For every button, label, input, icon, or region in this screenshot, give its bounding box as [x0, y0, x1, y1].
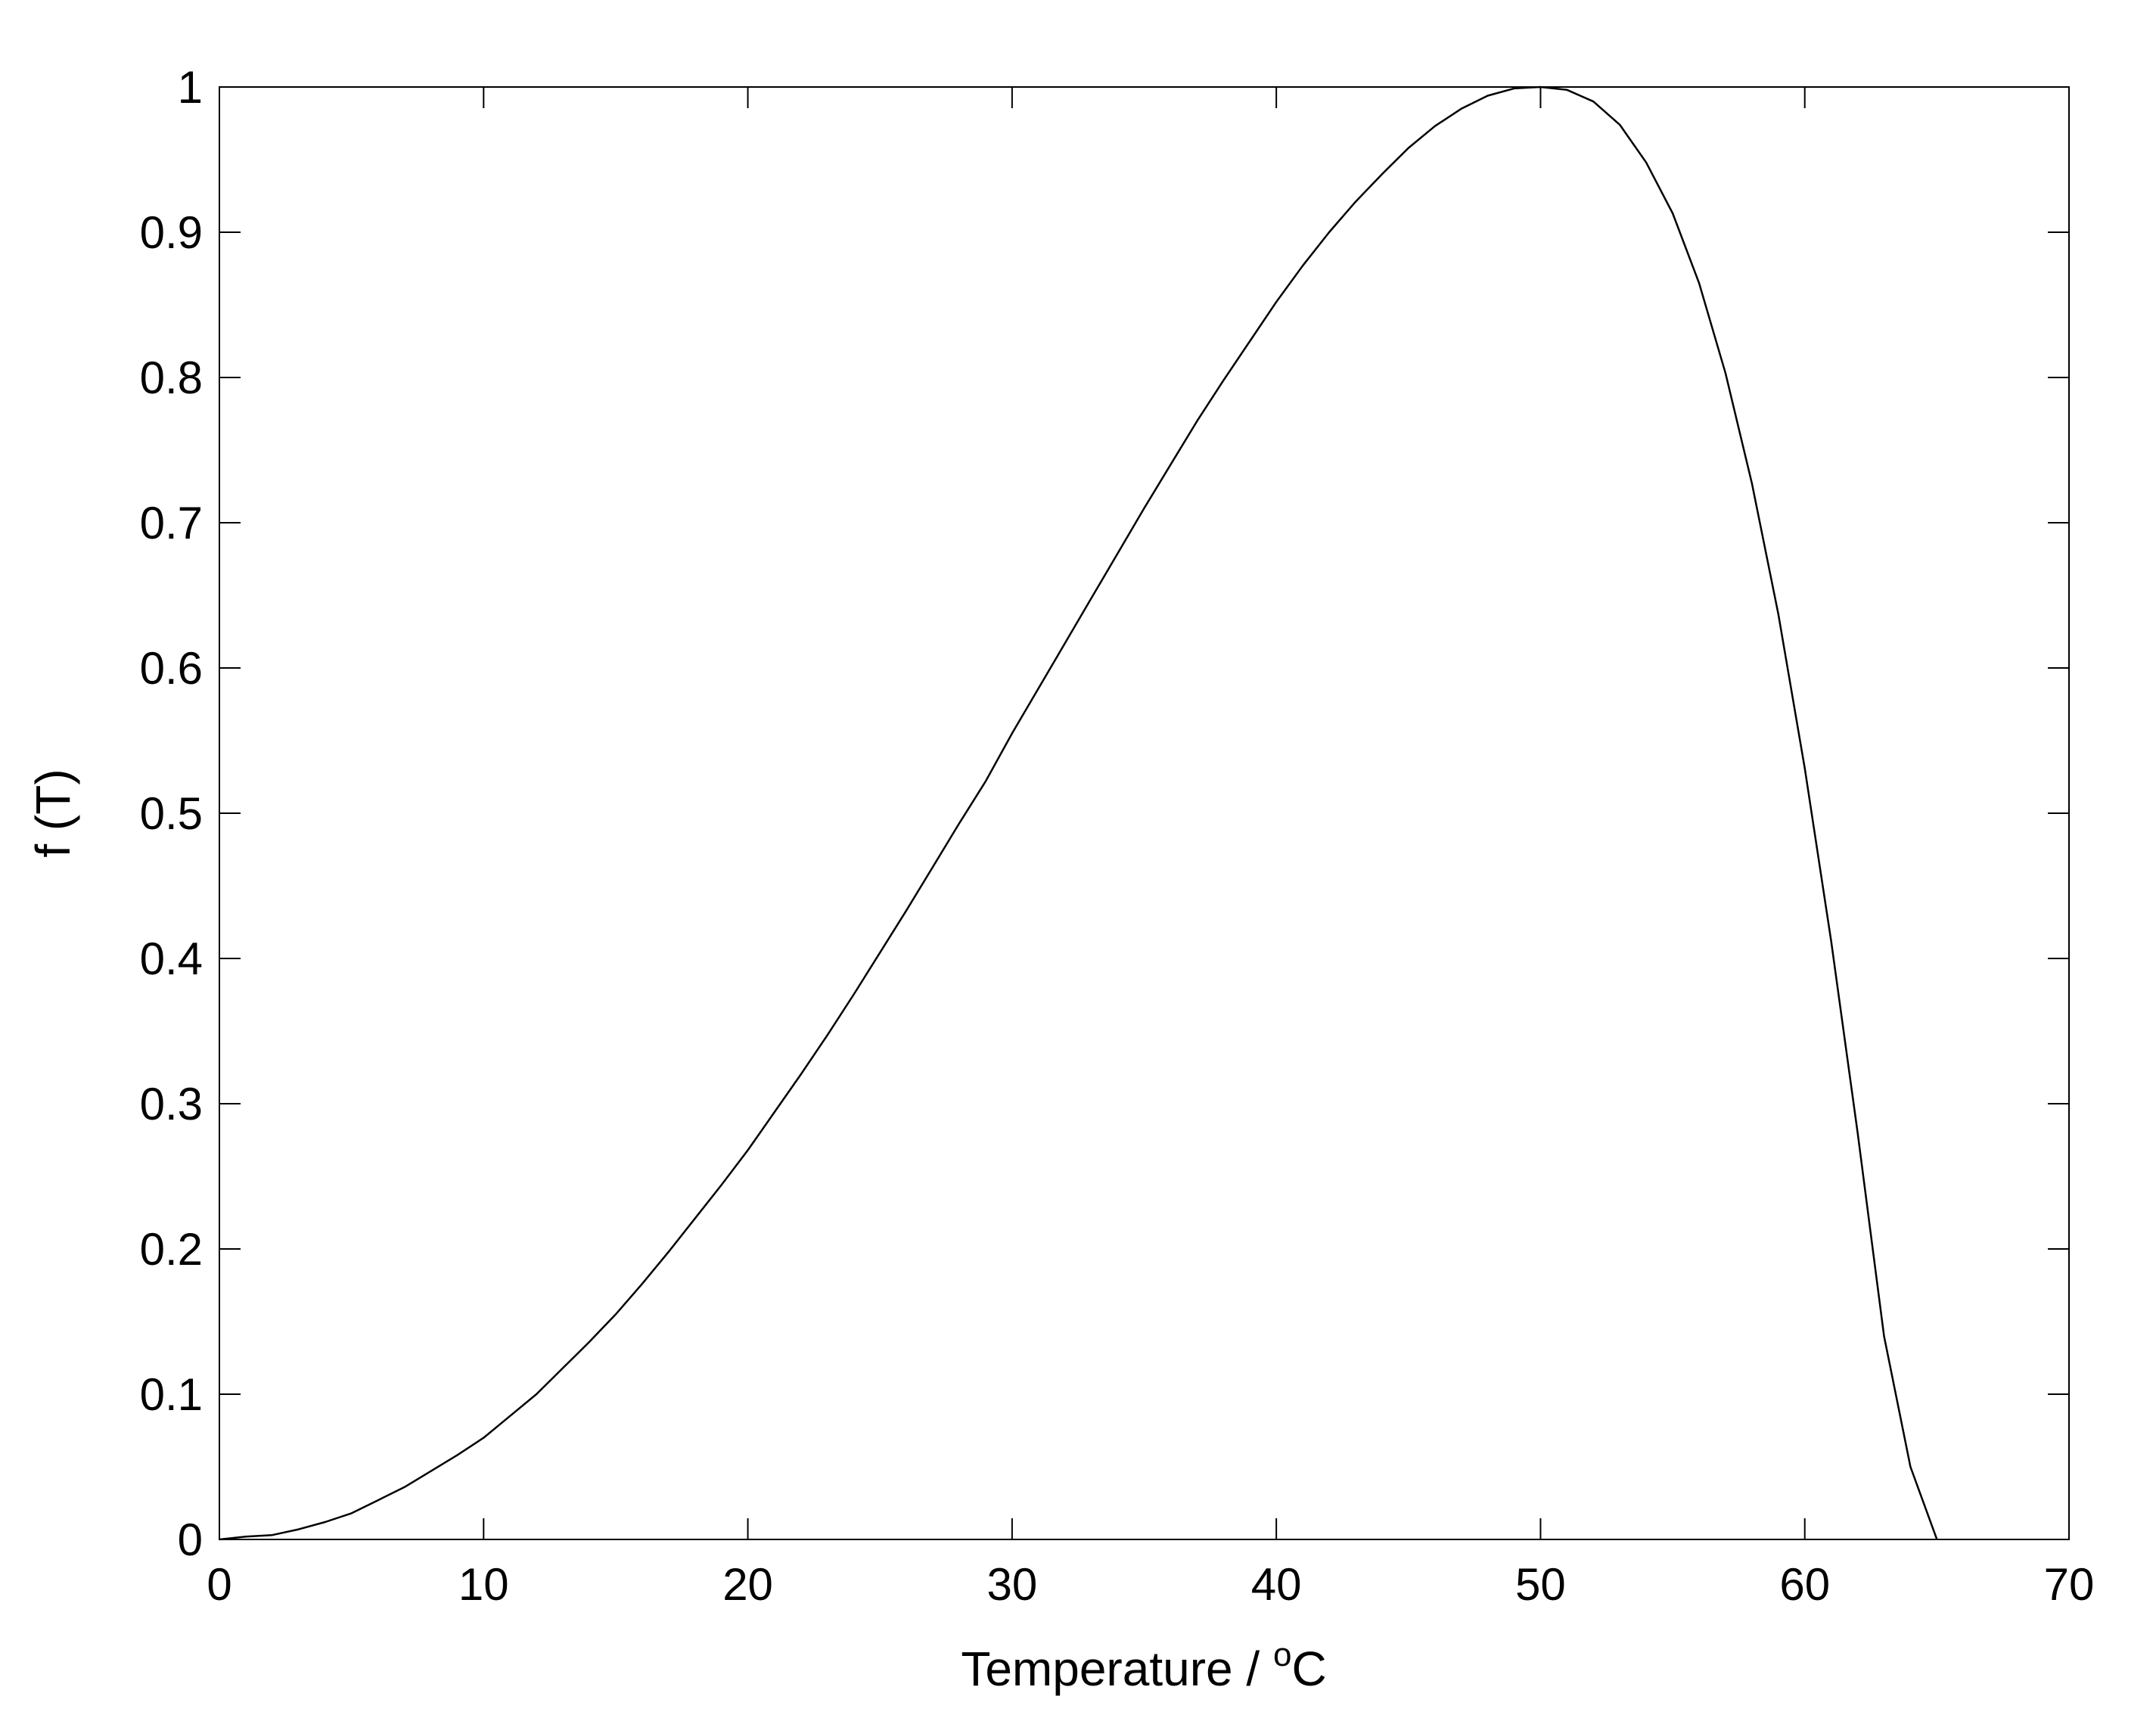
x-tick-label: 40	[1251, 1559, 1302, 1610]
y-axis-title: f (T)	[26, 769, 80, 857]
x-tick-label: 20	[722, 1559, 773, 1610]
y-tick-label: 0.2	[140, 1224, 203, 1275]
y-tick-label: 0.5	[140, 788, 203, 839]
x-tick-label: 30	[986, 1559, 1037, 1610]
y-tick-label: 0.8	[140, 353, 203, 403]
y-tick-label: 0.9	[140, 207, 203, 258]
x-tick-label: 60	[1779, 1559, 1830, 1610]
y-tick-label: 0.1	[140, 1369, 203, 1420]
y-tick-label: 0	[178, 1514, 203, 1565]
y-tick-label: 1	[178, 62, 203, 113]
y-tick-label: 0.4	[140, 934, 203, 984]
series-line	[219, 85, 1938, 1541]
x-axis-title: Temperature / oC	[961, 1636, 1326, 1696]
plot-frame	[219, 86, 2070, 1540]
x-tick-label: 0	[207, 1559, 231, 1610]
x-tick-label: 50	[1515, 1559, 1566, 1610]
plot-background	[219, 87, 2069, 1539]
x-axis-title-unit: C	[1291, 1642, 1326, 1696]
y-tick-labels: 0 0.1 0.2 0.3 0.4 0.5 0.6 0.7 0.8 0.9 1	[140, 62, 203, 1565]
x-axis-title-superscript: o	[1273, 1636, 1291, 1673]
y-tick-label: 0.6	[140, 643, 203, 694]
x-tick-label: 70	[2044, 1559, 2095, 1610]
x-tick-labels: 0 10 20 30 40 50 60 70	[207, 1559, 2094, 1610]
x-axis-title-text: Temperature /	[961, 1642, 1273, 1696]
y-tick-label: 0.3	[140, 1079, 203, 1129]
series-layer	[219, 85, 1938, 1541]
y-tick-label: 0.7	[140, 498, 203, 548]
x-tick-label: 10	[458, 1559, 509, 1610]
